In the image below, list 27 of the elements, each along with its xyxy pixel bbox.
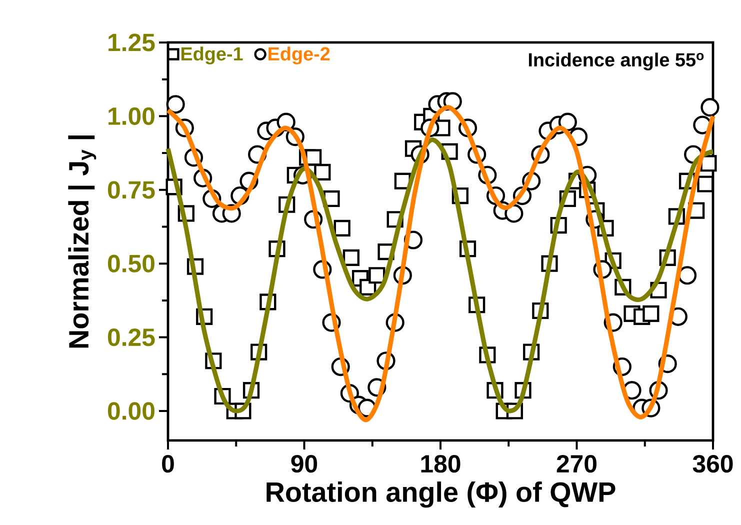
point [697, 176, 714, 192]
y-tick-label: 0.25 [108, 328, 155, 346]
point [314, 164, 331, 180]
point [342, 249, 360, 266]
legend-label: Edge-2 [268, 46, 330, 64]
x-tick-label: 270 [556, 455, 596, 473]
y-tick-label: 0.75 [108, 181, 155, 199]
legend-label: Edge-1 [181, 46, 243, 64]
x-tick-label: 180 [421, 455, 460, 473]
point [368, 267, 386, 284]
y-tick-label: 0.00 [108, 402, 154, 420]
point [504, 204, 524, 223]
x-axis-title: Rotation angle (Φ) of QWP [266, 482, 616, 508]
x-tick-label: 0 [162, 455, 174, 473]
y-tick-label: 0.50 [108, 254, 154, 272]
point [642, 305, 660, 322]
point [700, 98, 720, 117]
point [558, 112, 577, 132]
x-tick-label: 360 [692, 455, 733, 473]
y-tick-label: 1.00 [108, 107, 154, 126]
point [678, 266, 697, 285]
point [334, 220, 350, 237]
annotation: Incidence angle 55$^{o}$ [528, 52, 704, 70]
x-tick-label: 90 [291, 455, 318, 473]
y-tick-label: 1.25 [108, 34, 155, 52]
point [166, 95, 185, 114]
y-axis-title: Normalized | J$_{y}$ | [68, 136, 96, 348]
